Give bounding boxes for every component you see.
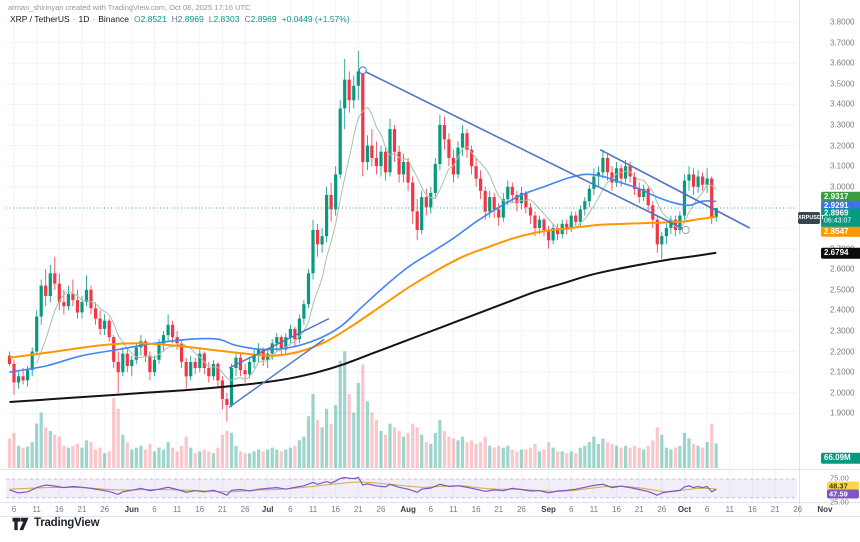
time-tick-label: 6 <box>428 505 434 514</box>
time-tick-label: 26 <box>793 505 803 514</box>
price-tick-label: 3.2000 <box>830 141 855 151</box>
ohlc-values: O2.8521 H2.8969 L2.8303 C2.8969 <box>129 14 277 24</box>
price-tick-label: 2.0000 <box>830 388 855 398</box>
time-tick-label: 6 <box>152 505 157 514</box>
ohlc-value: 2.8303 <box>213 14 240 24</box>
time-tick-label: 6 <box>568 505 574 514</box>
time-tick-label: 26 <box>516 505 526 514</box>
time-tick-label: 26 <box>657 505 667 514</box>
time-tick-label: 11 <box>32 505 41 514</box>
time-tick-label: 11 <box>589 505 599 514</box>
time-tick-label: 16 <box>331 505 341 514</box>
price-tick-label: 2.5000 <box>830 285 855 295</box>
tradingview-logo[interactable]: TradingView <box>12 515 100 531</box>
rsi-label-48.37: 48.37 <box>827 481 859 490</box>
time-tick-label: 21 <box>217 505 227 514</box>
price-label-66.09M: 66.09M <box>821 452 860 464</box>
change-value: +0.0449 (+1.57%) <box>281 14 350 24</box>
price-tick-label: 1.9000 <box>830 408 855 418</box>
symbol-name[interactable]: XRP / TetherUS <box>10 14 70 24</box>
ohlc-letter: O <box>133 14 141 24</box>
byline: arman_shirinyan created with TradingView… <box>8 3 251 12</box>
price-label-2.9291: 2.9291 <box>821 200 860 211</box>
ohlc-value: 2.8969 <box>177 14 204 24</box>
price-label-2.6794: 2.6794 <box>821 247 860 259</box>
time-tick-label: Nov <box>817 505 833 514</box>
price-tick-label: 3.6000 <box>830 58 855 68</box>
time-tick-label: 21 <box>634 505 644 514</box>
time-axis[interactable]: 6 11 16 21 26 Jun 6 11 16 21 26 Jul 6 11 16 21 26 Aug 6 11 1… <box>0 503 860 517</box>
time-tick-label: 11 <box>308 505 318 514</box>
price-tick-label: 3.3000 <box>830 120 855 130</box>
time-tick-label: Oct <box>677 505 692 514</box>
time-tick-label: 16 <box>471 505 481 514</box>
time-tick-label: 26 <box>240 505 250 514</box>
time-tick-label: 16 <box>612 505 621 514</box>
ohlc-value: 2.8521 <box>140 14 167 24</box>
exchange-label[interactable]: Binance <box>98 14 129 24</box>
tradingview-logo-icon <box>12 517 29 531</box>
rsi-label-75.00: 75.00 <box>830 473 849 482</box>
price-tick-label: 2.1000 <box>830 367 855 377</box>
price-tick-label: 3.0000 <box>830 182 855 192</box>
price-tick-label: 2.2000 <box>830 347 855 357</box>
time-tick-label: 16 <box>747 505 757 514</box>
time-tick-label: 21 <box>494 505 504 514</box>
time-tick-label: 6 <box>11 505 17 514</box>
tradingview-logo-text: TradingView <box>34 517 100 529</box>
price-tick-label: 3.1000 <box>830 161 855 171</box>
time-tick-label: Aug <box>400 505 416 514</box>
price-tick-label: 2.3000 <box>830 326 855 336</box>
time-tick-label: Jul <box>261 505 274 514</box>
ohlc-letter: H <box>171 14 178 24</box>
time-tick-label: 11 <box>449 505 458 514</box>
time-tick-label: Sep <box>541 505 556 514</box>
countdown-timer: 06:43:07 <box>824 217 852 225</box>
time-tick-label: 11 <box>172 505 182 514</box>
price-label-2.9317: 2.9317 <box>821 191 860 202</box>
symbol-legend[interactable]: XRP / TetherUS · 1D · Binance O2.8521 H2.8969 L… <box>10 14 350 24</box>
ohlc-value: 2.8969 <box>250 14 277 24</box>
price-tick-label: 2.4000 <box>830 305 855 315</box>
price-tick-label: 3.4000 <box>830 99 855 109</box>
time-tick-label: 16 <box>195 505 205 514</box>
time-tick-label: 26 <box>100 505 110 514</box>
price-axis[interactable]: 3.8000 3.7000 3.6000 3.5000 3.4000 3.3000 3.20… <box>797 0 860 516</box>
price-tick-label: 3.8000 <box>830 17 855 27</box>
time-tick-label: Jun <box>124 505 139 514</box>
price-tick-label: 3.7000 <box>830 38 855 48</box>
price-tick-label: 3.5000 <box>830 79 855 89</box>
price-label-2.8547: 2.8547 <box>821 226 860 237</box>
price-tick-label: 2.6000 <box>830 264 855 274</box>
ohlc-letter: L <box>208 14 214 24</box>
time-tick-label: 21 <box>770 505 780 514</box>
legend-separator: · <box>92 14 96 24</box>
price-label-2.8969: 2.8969 06:43:07 <box>821 208 860 227</box>
time-tick-label: 26 <box>376 505 386 514</box>
time-tick-label: 21 <box>353 505 363 514</box>
rsi-label-47.59: 47.59 <box>827 489 859 498</box>
rsi-label-25.00: 25.00 <box>830 497 849 506</box>
time-tick-label: 6 <box>704 505 710 514</box>
time-tick-label: 6 <box>288 505 293 514</box>
time-tick-label: 21 <box>77 505 87 514</box>
time-tick-label: 11 <box>725 505 734 514</box>
time-tick-label: 16 <box>54 505 64 514</box>
ohlc-letter: C <box>244 14 251 24</box>
timeframe-label[interactable]: 1D <box>78 14 90 24</box>
legend-separator: · <box>72 14 76 24</box>
symbol-tag-label: XRPUSDT <box>798 211 824 224</box>
